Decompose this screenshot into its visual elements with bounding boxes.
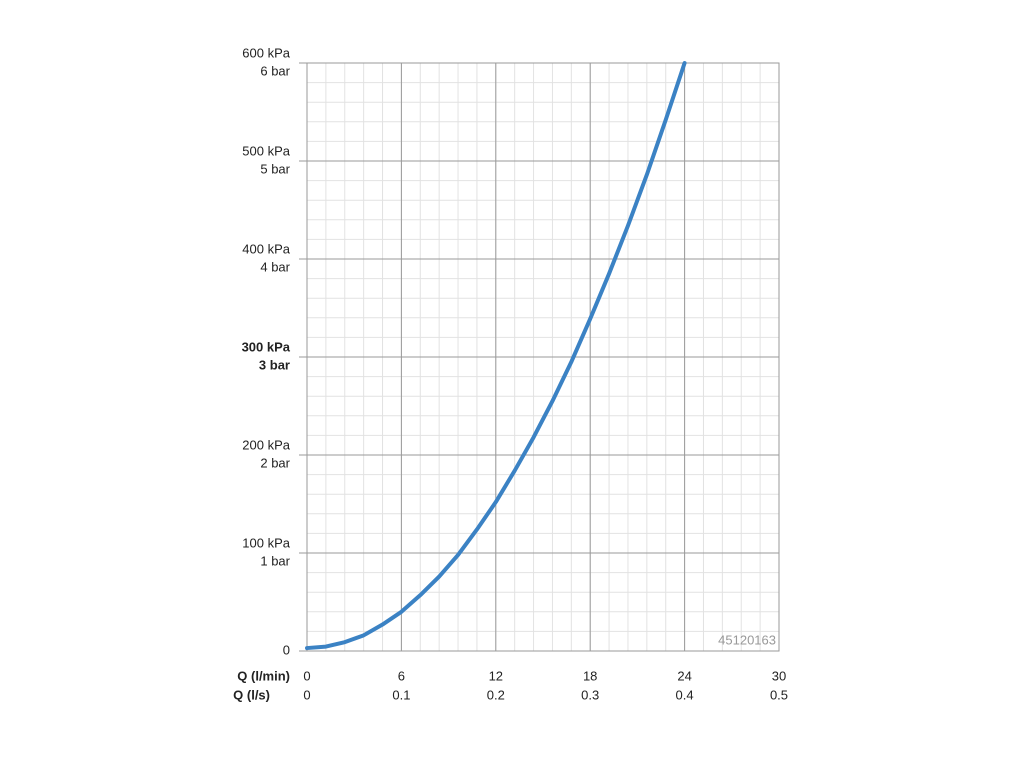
y-tick-label: 300 kPa (242, 339, 291, 354)
x2-tick-label: 0.5 (770, 687, 788, 702)
y2-tick-label: 1 bar (260, 553, 290, 568)
x2-axis-label: Q (l/s) (233, 687, 270, 702)
y-tick-label: 0 (283, 642, 290, 657)
y2-tick-label: 4 bar (260, 259, 290, 274)
x-tick-label: 0 (303, 668, 310, 683)
curve (305, 61, 687, 651)
annotation: 45120163 (718, 632, 776, 647)
x2-tick-label: 0.4 (676, 687, 694, 702)
plot-frame (306, 62, 780, 652)
y-tick-label: 200 kPa (242, 437, 290, 452)
y2-tick-label: 5 bar (260, 161, 290, 176)
y-tick-label: 500 kPa (242, 143, 290, 158)
x-axis-label: Q (l/min) (237, 668, 290, 683)
x2-tick-label: 0.1 (392, 687, 410, 702)
x-tick-label: 6 (398, 668, 405, 683)
y2-tick-label: 2 bar (260, 455, 290, 470)
x2-tick-label: 0 (303, 687, 310, 702)
x-tick-label: 12 (489, 668, 503, 683)
y-tick-label: 400 kPa (242, 241, 290, 256)
x-tick-label: 18 (583, 668, 597, 683)
y-tick-label: 600 kPa (242, 45, 290, 60)
x-tick-label: 24 (677, 668, 691, 683)
x2-tick-label: 0.3 (581, 687, 599, 702)
x2-tick-label: 0.2 (487, 687, 505, 702)
y2-tick-label: 6 bar (260, 63, 290, 78)
y-tick-label: 100 kPa (242, 535, 290, 550)
grid (299, 62, 780, 652)
x-tick-label: 30 (772, 668, 786, 683)
y2-tick-label: 3 bar (259, 357, 290, 372)
